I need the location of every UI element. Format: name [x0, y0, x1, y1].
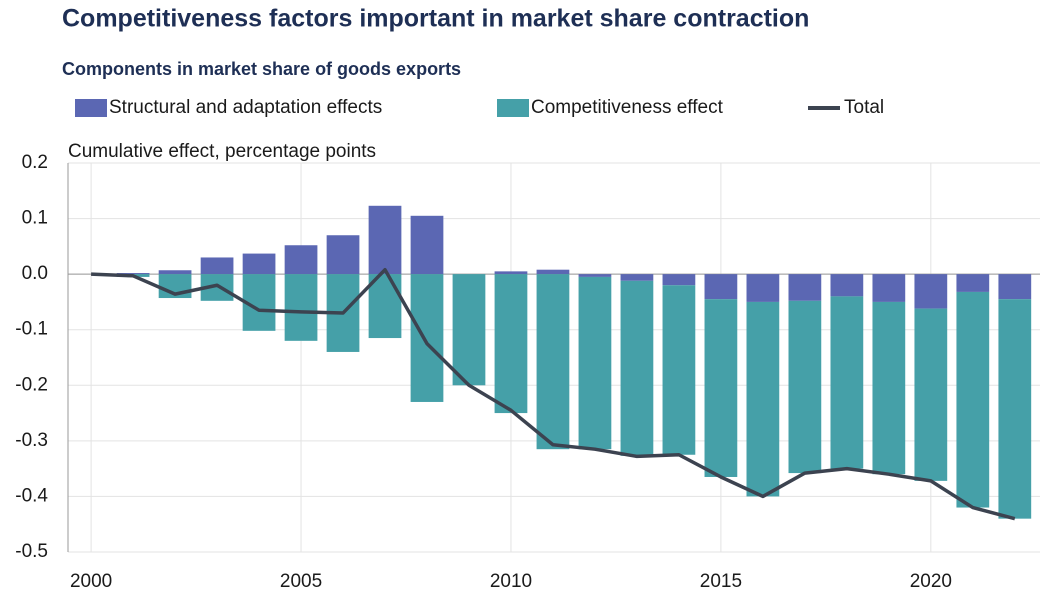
bar — [410, 274, 444, 402]
bar — [158, 270, 192, 275]
bar — [830, 274, 864, 297]
y-tick-label: 0.1 — [22, 208, 48, 229]
bar — [620, 280, 654, 456]
x-tick-label: 2015 — [700, 571, 742, 592]
bar — [998, 299, 1032, 519]
x-tick-label: 2000 — [70, 571, 112, 592]
bar — [452, 274, 486, 386]
y-tick-label: 0.2 — [22, 152, 48, 173]
bar — [494, 271, 528, 275]
legend-label: Structural and adaptation effects — [109, 97, 382, 118]
bar — [956, 274, 990, 292]
chart-title: Competitiveness factors important in mar… — [62, 5, 809, 33]
bar — [242, 253, 276, 275]
y-tick-label: -0.5 — [15, 541, 48, 562]
bar — [998, 274, 1032, 300]
bar — [788, 300, 822, 474]
bar — [410, 215, 444, 275]
bar — [704, 274, 738, 300]
x-tick-label: 2020 — [910, 571, 952, 592]
y-tick-label: -0.2 — [15, 374, 48, 395]
bar — [872, 301, 906, 475]
bar — [662, 274, 696, 286]
legend-swatch — [497, 99, 529, 117]
bar — [578, 274, 612, 277]
x-tick-label: 2010 — [490, 571, 532, 592]
bar — [494, 274, 528, 414]
bar — [914, 274, 948, 309]
bar — [662, 285, 696, 455]
bar — [536, 269, 570, 275]
bar — [956, 291, 990, 508]
bar — [284, 274, 318, 341]
y-tick-label: -0.4 — [15, 485, 48, 506]
bar — [116, 273, 150, 275]
bar — [284, 245, 318, 275]
legend-swatch — [75, 99, 107, 117]
bar — [746, 274, 780, 302]
bar — [368, 205, 402, 275]
legend-label: Competitiveness effect — [531, 97, 724, 118]
bar — [704, 299, 738, 477]
bar — [746, 301, 780, 497]
bar — [326, 235, 360, 275]
line — [91, 267, 1016, 521]
bar — [200, 257, 234, 275]
axis-label: Cumulative effect, percentage points — [68, 141, 376, 162]
bar — [872, 274, 906, 302]
bar — [368, 274, 402, 339]
bar — [578, 276, 612, 450]
chart-subtitle: Components in market share of goods expo… — [62, 59, 461, 79]
y-tick-label: -0.3 — [15, 430, 48, 451]
bar — [914, 308, 948, 481]
y-tick-label: 0.0 — [22, 263, 48, 284]
legend-label: Total — [844, 97, 884, 118]
x-tick-label: 2005 — [280, 571, 322, 592]
bar — [788, 274, 822, 301]
y-tick-label: -0.1 — [15, 319, 48, 340]
bar — [536, 274, 570, 450]
bar — [830, 296, 864, 469]
bar — [620, 274, 654, 281]
